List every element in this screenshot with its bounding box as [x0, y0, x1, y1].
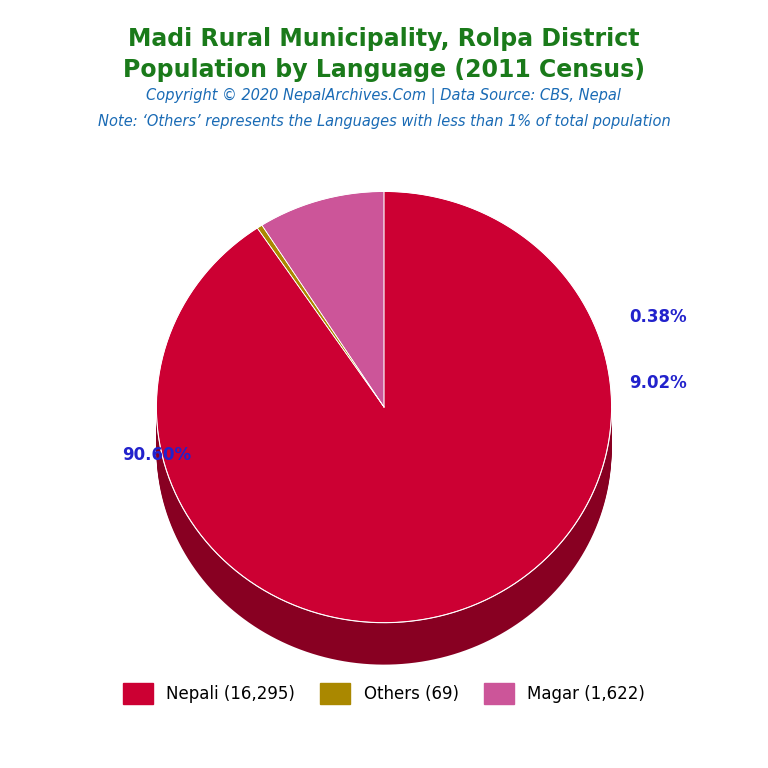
Polygon shape	[157, 408, 611, 649]
Polygon shape	[157, 408, 611, 657]
Polygon shape	[157, 408, 611, 655]
Polygon shape	[157, 408, 611, 662]
Polygon shape	[157, 408, 611, 633]
Polygon shape	[157, 408, 611, 659]
Polygon shape	[157, 408, 611, 645]
Polygon shape	[157, 408, 611, 637]
Polygon shape	[157, 408, 611, 625]
Polygon shape	[157, 191, 611, 623]
Polygon shape	[157, 408, 611, 641]
Polygon shape	[157, 408, 611, 660]
Text: Copyright © 2020 NepalArchives.Com | Data Source: CBS, Nepal: Copyright © 2020 NepalArchives.Com | Dat…	[147, 88, 621, 104]
Legend: Nepali (16,295), Others (69), Magar (1,622): Nepali (16,295), Others (69), Magar (1,6…	[117, 677, 651, 710]
Text: 9.02%: 9.02%	[630, 374, 687, 392]
Text: Population by Language (2011 Census): Population by Language (2011 Census)	[123, 58, 645, 81]
Text: 90.60%: 90.60%	[122, 446, 191, 464]
Polygon shape	[157, 408, 611, 638]
Polygon shape	[157, 408, 611, 642]
Polygon shape	[157, 408, 611, 664]
Polygon shape	[157, 408, 611, 631]
Polygon shape	[157, 408, 611, 656]
Polygon shape	[157, 408, 611, 624]
Polygon shape	[157, 408, 611, 627]
Polygon shape	[157, 408, 611, 628]
Polygon shape	[157, 408, 611, 650]
Polygon shape	[262, 191, 384, 407]
Polygon shape	[157, 408, 611, 647]
Polygon shape	[157, 408, 611, 634]
Polygon shape	[157, 408, 611, 664]
Polygon shape	[157, 408, 611, 644]
Text: Madi Rural Municipality, Rolpa District: Madi Rural Municipality, Rolpa District	[128, 27, 640, 51]
Text: Note: ‘Others’ represents the Languages with less than 1% of total population: Note: ‘Others’ represents the Languages …	[98, 114, 670, 129]
Polygon shape	[157, 408, 611, 654]
Text: 0.38%: 0.38%	[630, 308, 687, 326]
Polygon shape	[157, 408, 611, 630]
Polygon shape	[157, 408, 611, 648]
Polygon shape	[157, 408, 611, 640]
Polygon shape	[157, 408, 611, 652]
Polygon shape	[157, 408, 611, 635]
Polygon shape	[257, 225, 384, 407]
